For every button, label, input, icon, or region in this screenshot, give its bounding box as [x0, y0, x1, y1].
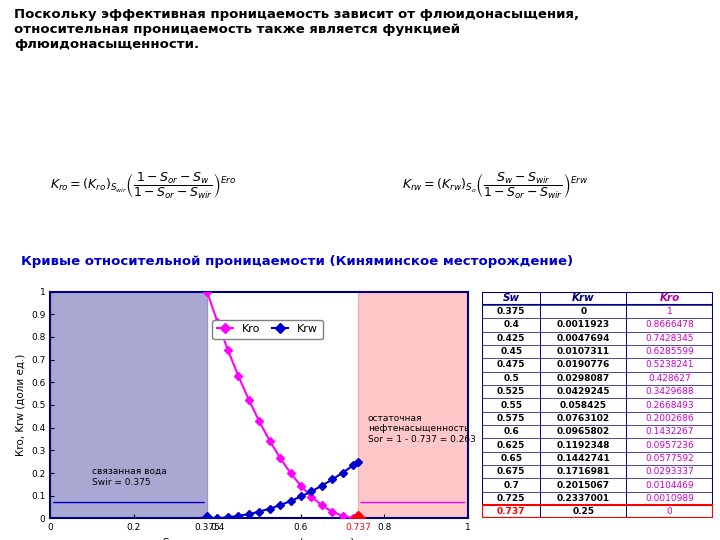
- Text: 0.0965802: 0.0965802: [557, 427, 610, 436]
- Text: 0.0107311: 0.0107311: [557, 347, 610, 356]
- Kro: [213, 319, 222, 325]
- Text: 0.4: 0.4: [503, 320, 519, 329]
- Kro: [265, 437, 274, 444]
- Text: 0.65: 0.65: [500, 454, 522, 463]
- Text: 0.675: 0.675: [497, 467, 526, 476]
- Krw: [328, 476, 336, 483]
- Krw: [255, 508, 264, 515]
- Line: Kro: Kro: [204, 289, 361, 521]
- Krw: [286, 498, 294, 504]
- Text: 0.45: 0.45: [500, 347, 522, 356]
- Text: 0.737: 0.737: [497, 507, 526, 516]
- Krw: [318, 482, 326, 489]
- Text: 0.55: 0.55: [500, 401, 522, 409]
- Text: $K_{ro} = (K_{ro})_{S_{wir}} \left( \dfrac{1-S_{or}-S_w}{1-S_{or}-S_{wir}} \righ: $K_{ro} = (K_{ro})_{S_{wir}} \left( \dfr…: [50, 171, 236, 201]
- Text: 0.6: 0.6: [503, 427, 519, 436]
- Text: 0.5: 0.5: [503, 374, 519, 383]
- Text: 0: 0: [667, 507, 672, 516]
- Text: 0.3429688: 0.3429688: [645, 387, 694, 396]
- Text: 0.2337001: 0.2337001: [557, 494, 610, 503]
- Text: 0.0429245: 0.0429245: [557, 387, 610, 396]
- Text: 0.575: 0.575: [497, 414, 526, 423]
- Text: $K_{rw} = (K_{rw})_{S_o} \left( \dfrac{S_w - S_{wir}}{1-S_{or}-S_{wir}} \right)^: $K_{rw} = (K_{rw})_{S_o} \left( \dfrac{S…: [402, 171, 589, 201]
- Text: 0.0104469: 0.0104469: [645, 481, 694, 490]
- Text: 0.2668493: 0.2668493: [645, 401, 694, 409]
- Krw: [348, 462, 357, 469]
- Text: 0.0010989: 0.0010989: [645, 494, 694, 503]
- Kro: [338, 513, 347, 519]
- Text: 0.8666478: 0.8666478: [645, 320, 694, 329]
- Text: 0.625: 0.625: [497, 441, 526, 449]
- Text: 0.0763102: 0.0763102: [557, 414, 610, 423]
- Bar: [482, 505, 713, 518]
- Kro: [203, 288, 212, 295]
- Kro: [348, 515, 357, 522]
- Krw: [276, 502, 284, 508]
- Text: 0.375: 0.375: [497, 307, 526, 316]
- Text: 0.0577592: 0.0577592: [645, 454, 694, 463]
- Krw: [234, 512, 243, 519]
- Kro: [244, 396, 253, 403]
- Text: 0.0047694: 0.0047694: [557, 334, 610, 343]
- Krw: [338, 469, 347, 476]
- Text: Поскольку эффективная проницаемость зависит от флюидонасыщения,
относительная пр: Поскольку эффективная проницаемость зави…: [14, 8, 580, 51]
- Text: 0.428627: 0.428627: [648, 374, 691, 383]
- Text: 0.1192348: 0.1192348: [557, 441, 610, 449]
- Text: 0.0293337: 0.0293337: [645, 467, 694, 476]
- Krw: [307, 488, 315, 495]
- Text: 0.25: 0.25: [572, 507, 594, 516]
- Text: Кривые относительной проницаемости (Киняминское месторождение): Кривые относительной проницаемости (Киня…: [22, 255, 573, 268]
- Text: Sw: Sw: [503, 293, 520, 303]
- Krw: [213, 515, 222, 521]
- Krw: [265, 505, 274, 512]
- Text: 1: 1: [667, 307, 672, 316]
- Krw: [203, 515, 212, 522]
- Legend: Kro, Krw: Kro, Krw: [212, 320, 323, 339]
- Text: 0.525: 0.525: [497, 387, 526, 396]
- Krw: [297, 493, 305, 500]
- Text: 0.425: 0.425: [497, 334, 526, 343]
- Text: остаточная
нефтенасыщенность
Sor = 1 - 0.737 = 0.263: остаточная нефтенасыщенность Sor = 1 - 0…: [368, 414, 476, 443]
- Text: 0.2002686: 0.2002686: [645, 414, 694, 423]
- Text: 0.0190776: 0.0190776: [557, 361, 610, 369]
- Text: связанная вода
Swir = 0.375: связанная вода Swir = 0.375: [92, 467, 167, 487]
- Text: 0: 0: [580, 307, 586, 316]
- Text: 0.7428345: 0.7428345: [645, 334, 694, 343]
- Kro: [318, 502, 326, 509]
- Text: 0.1442741: 0.1442741: [557, 454, 610, 463]
- Kro: [328, 509, 336, 515]
- Text: 0.0957236: 0.0957236: [645, 441, 694, 449]
- Text: 0.058425: 0.058425: [559, 401, 607, 409]
- Y-axis label: Кro, Krw (доли ед.): Кro, Krw (доли ед.): [16, 354, 26, 456]
- Krw: [354, 458, 362, 465]
- Kro: [276, 455, 284, 461]
- Krw: [244, 511, 253, 517]
- Text: 0.6285599: 0.6285599: [645, 347, 694, 356]
- X-axis label: Sw - водонасыщенность (доли ед.): Sw - водонасыщенность (доли ед.): [163, 538, 355, 540]
- Line: Krw: Krw: [204, 459, 361, 521]
- Text: 0.7: 0.7: [503, 481, 519, 490]
- Kro: [307, 494, 315, 500]
- Bar: [358, 292, 468, 518]
- Kro: [234, 373, 243, 379]
- Text: Krw: Krw: [572, 293, 595, 303]
- Text: 0.0011923: 0.0011923: [557, 320, 610, 329]
- Kro: [354, 515, 362, 522]
- Kro: [286, 470, 294, 476]
- Text: 0.1432267: 0.1432267: [645, 427, 694, 436]
- Text: Kro: Kro: [660, 293, 680, 303]
- Kro: [297, 483, 305, 489]
- Text: 0.1716981: 0.1716981: [557, 467, 610, 476]
- Text: 0.5238241: 0.5238241: [645, 361, 694, 369]
- Text: 0.475: 0.475: [497, 361, 526, 369]
- Bar: [50, 292, 207, 518]
- Text: 0.725: 0.725: [497, 494, 526, 503]
- Text: 0.0298087: 0.0298087: [557, 374, 610, 383]
- Text: 0.2015067: 0.2015067: [557, 481, 610, 490]
- Kro: [223, 347, 232, 353]
- Kro: [255, 418, 264, 424]
- Krw: [223, 514, 232, 521]
